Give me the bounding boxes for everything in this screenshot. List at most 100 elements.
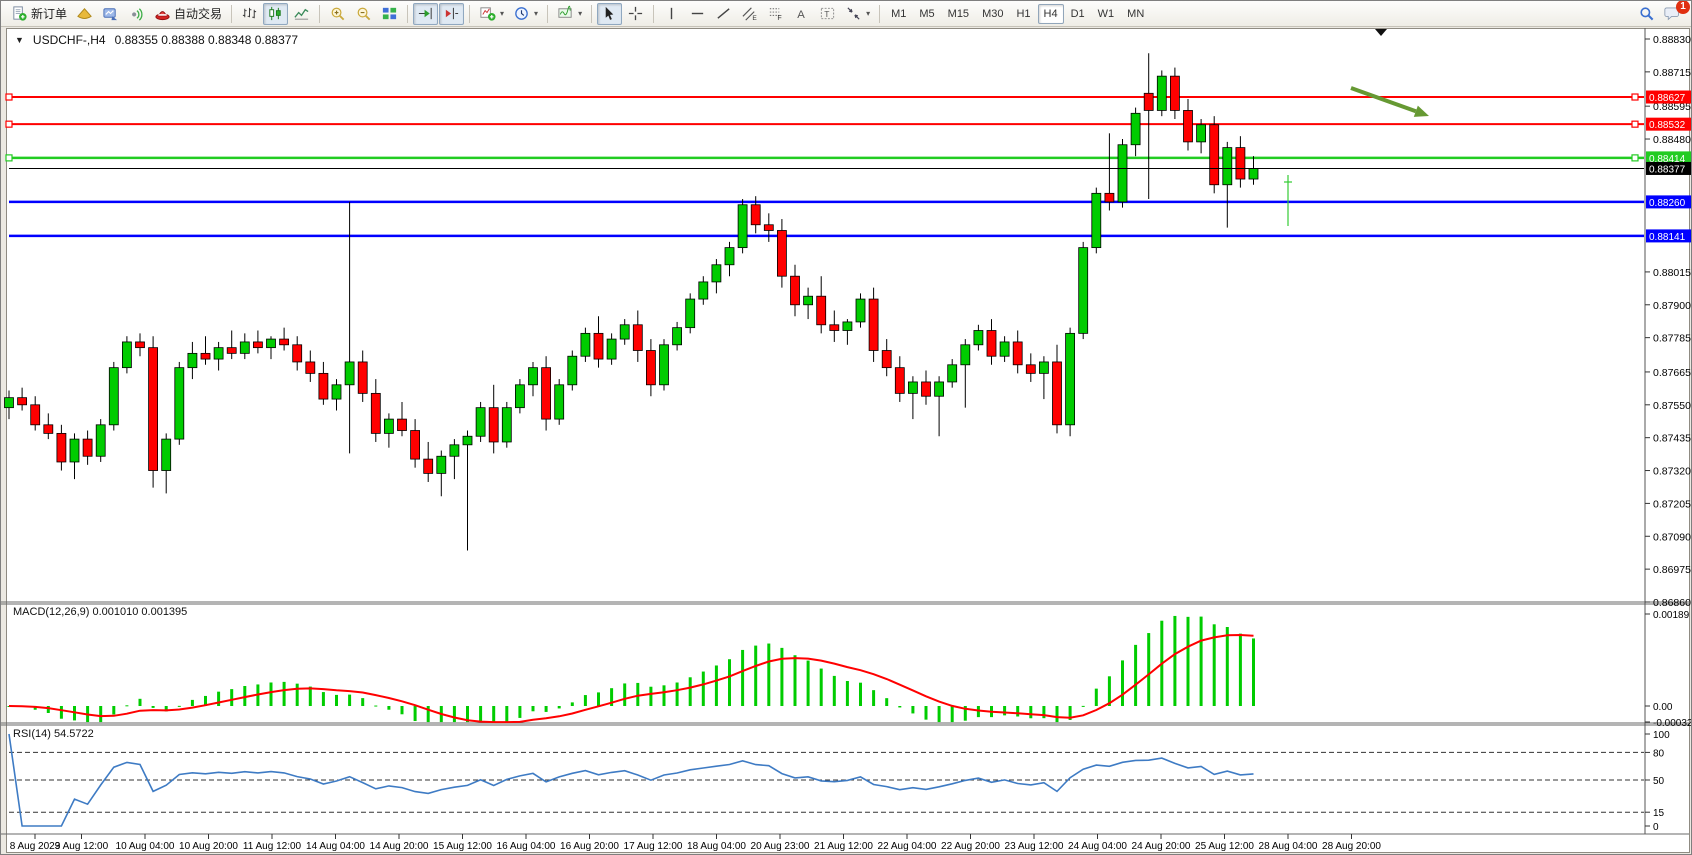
auto-scroll-button[interactable] (413, 2, 439, 25)
svg-text:0.87205: 0.87205 (1653, 498, 1691, 510)
zoom-out-button[interactable] (351, 3, 376, 25)
symbol-collapse-icon[interactable]: ▼ (15, 35, 24, 45)
bar-chart-button[interactable] (237, 3, 262, 25)
text-label-button[interactable]: T (815, 3, 840, 25)
zoom-in-button[interactable] (325, 3, 350, 25)
svg-text:T: T (824, 9, 829, 19)
equidistant-channel-button[interactable]: E (737, 3, 762, 25)
chevron-down-icon[interactable]: ▾ (500, 9, 505, 18)
new-chart-button[interactable] (72, 3, 97, 25)
text-button[interactable]: A (789, 3, 814, 25)
line-chart-button[interactable] (289, 3, 314, 25)
timeframe-d1-button[interactable]: D1 (1070, 7, 1085, 20)
timeframe-mn-button[interactable]: MN (1127, 7, 1145, 20)
svg-text:0.87435: 0.87435 (1653, 433, 1691, 445)
cursor-button[interactable] (597, 2, 623, 25)
svg-text:15 Aug 12:00: 15 Aug 12:00 (433, 841, 492, 852)
chevron-down-icon[interactable]: ▾ (866, 9, 871, 18)
price-label: 0.88627 (1646, 90, 1691, 104)
indicators-button[interactable]: ▾ (475, 3, 508, 25)
symbol-period-label: USDCHF-,H4 (32, 33, 106, 47)
svg-text:0.87320: 0.87320 (1653, 466, 1691, 478)
rsi-line (8, 733, 1254, 827)
profiles-button[interactable] (98, 3, 123, 25)
fibonacci-button[interactable]: F (763, 3, 788, 25)
crosshair-button[interactable] (623, 3, 648, 25)
timeframe-m15-button[interactable]: M15 (947, 7, 970, 20)
arrows-button[interactable]: ▾ (841, 3, 874, 25)
object-anchor-icon[interactable] (1375, 29, 1387, 36)
svg-text:0.00: 0.00 (1653, 702, 1673, 713)
profiles-icon (102, 5, 119, 22)
periods-button[interactable]: ▾ (509, 3, 542, 25)
timeframe-h4-button[interactable]: H4 (1037, 3, 1064, 24)
svg-text:0.88595: 0.88595 (1653, 101, 1691, 113)
templates-icon (557, 5, 574, 22)
chart-shift-button[interactable] (439, 2, 465, 25)
notification-badge: 1 (1676, 1, 1690, 14)
price-label: 0.88260 (1646, 195, 1691, 209)
notifications-button[interactable]: 1 (1660, 1, 1690, 25)
chevron-down-icon[interactable]: ▾ (534, 9, 539, 18)
line-handle[interactable] (1631, 154, 1639, 162)
auto-scroll-icon (417, 5, 434, 22)
svg-text:0.87900: 0.87900 (1653, 300, 1691, 312)
tile-windows-button[interactable] (377, 3, 402, 25)
svg-text:0.88377: 0.88377 (1649, 164, 1686, 175)
svg-text:A: A (797, 9, 805, 21)
crosshair-icon (627, 5, 644, 22)
timeframe-w1-button[interactable]: W1 (1097, 7, 1115, 20)
search-button[interactable] (1634, 3, 1659, 25)
svg-text:0.88015: 0.88015 (1653, 267, 1691, 279)
line-handle[interactable] (5, 154, 13, 162)
line-handle[interactable] (5, 120, 13, 128)
trend-arrow[interactable] (1350, 86, 1429, 117)
equidistant-channel-icon: E (741, 5, 758, 22)
signals-icon (128, 5, 145, 22)
svg-text:28 Aug 04:00: 28 Aug 04:00 (1259, 841, 1318, 852)
new-order-button[interactable]: 新订单 (7, 3, 71, 25)
chart-area[interactable] (6, 28, 1690, 853)
timeframe-h1-button[interactable]: H1 (1016, 7, 1031, 20)
timeframe-m30-button[interactable]: M30 (982, 7, 1004, 20)
svg-text:100: 100 (1653, 730, 1670, 741)
toolbar-separator (407, 4, 409, 23)
new-chart-icon (76, 5, 93, 22)
line-handle[interactable] (1631, 93, 1639, 101)
trendline-button[interactable] (711, 3, 736, 25)
candlestick-chart-button[interactable] (263, 2, 289, 25)
candlesticks (4, 53, 1259, 551)
timeframe-m1-button[interactable]: M1 (891, 7, 907, 20)
horizontal-level-lines[interactable] (5, 93, 1644, 238)
toolbar-separator (879, 4, 881, 23)
svg-text:14 Aug 04:00: 14 Aug 04:00 (306, 841, 365, 852)
auto-trading-button[interactable]: 自动交易 (150, 3, 226, 25)
text-icon: A (793, 5, 810, 22)
toolbar-separator (547, 4, 549, 23)
svg-text:0.87090: 0.87090 (1653, 531, 1691, 543)
signals-button[interactable] (124, 3, 149, 25)
toolbar: 新订单 自动交易 ▾ ▾ ▾ E F A T ▾ M1 M5 M15 M30 H1 H4 D1 W1 MN 1 (1, 1, 1691, 27)
horizontal-line-icon (689, 5, 706, 22)
svg-text:50: 50 (1653, 776, 1665, 787)
timeframe-m5-button[interactable]: M5 (919, 7, 935, 20)
search-icon (1638, 5, 1655, 22)
vertical-line-button[interactable] (659, 3, 684, 25)
green-marker[interactable] (1284, 175, 1292, 226)
ohlc-values: 0.88355 0.88388 0.88348 0.88377 (114, 33, 299, 47)
svg-text:0.86860: 0.86860 (1653, 597, 1691, 609)
templates-button[interactable]: ▾ (553, 3, 586, 25)
rsi-label: RSI(14) 54.5722 (13, 728, 94, 740)
auto-trading-label: 自动交易 (174, 7, 223, 21)
svg-text:22 Aug 04:00: 22 Aug 04:00 (878, 841, 937, 852)
line-handle[interactable] (1631, 120, 1639, 128)
chevron-down-icon[interactable]: ▾ (578, 9, 583, 18)
macd-label: MACD(12,26,9) 0.001010 0.001395 (13, 606, 188, 618)
svg-text:15: 15 (1653, 808, 1665, 819)
horizontal-line-button[interactable] (685, 3, 710, 25)
line-handle[interactable] (5, 93, 13, 101)
toolbar-separator (469, 4, 471, 23)
svg-text:0.88260: 0.88260 (1649, 198, 1686, 209)
